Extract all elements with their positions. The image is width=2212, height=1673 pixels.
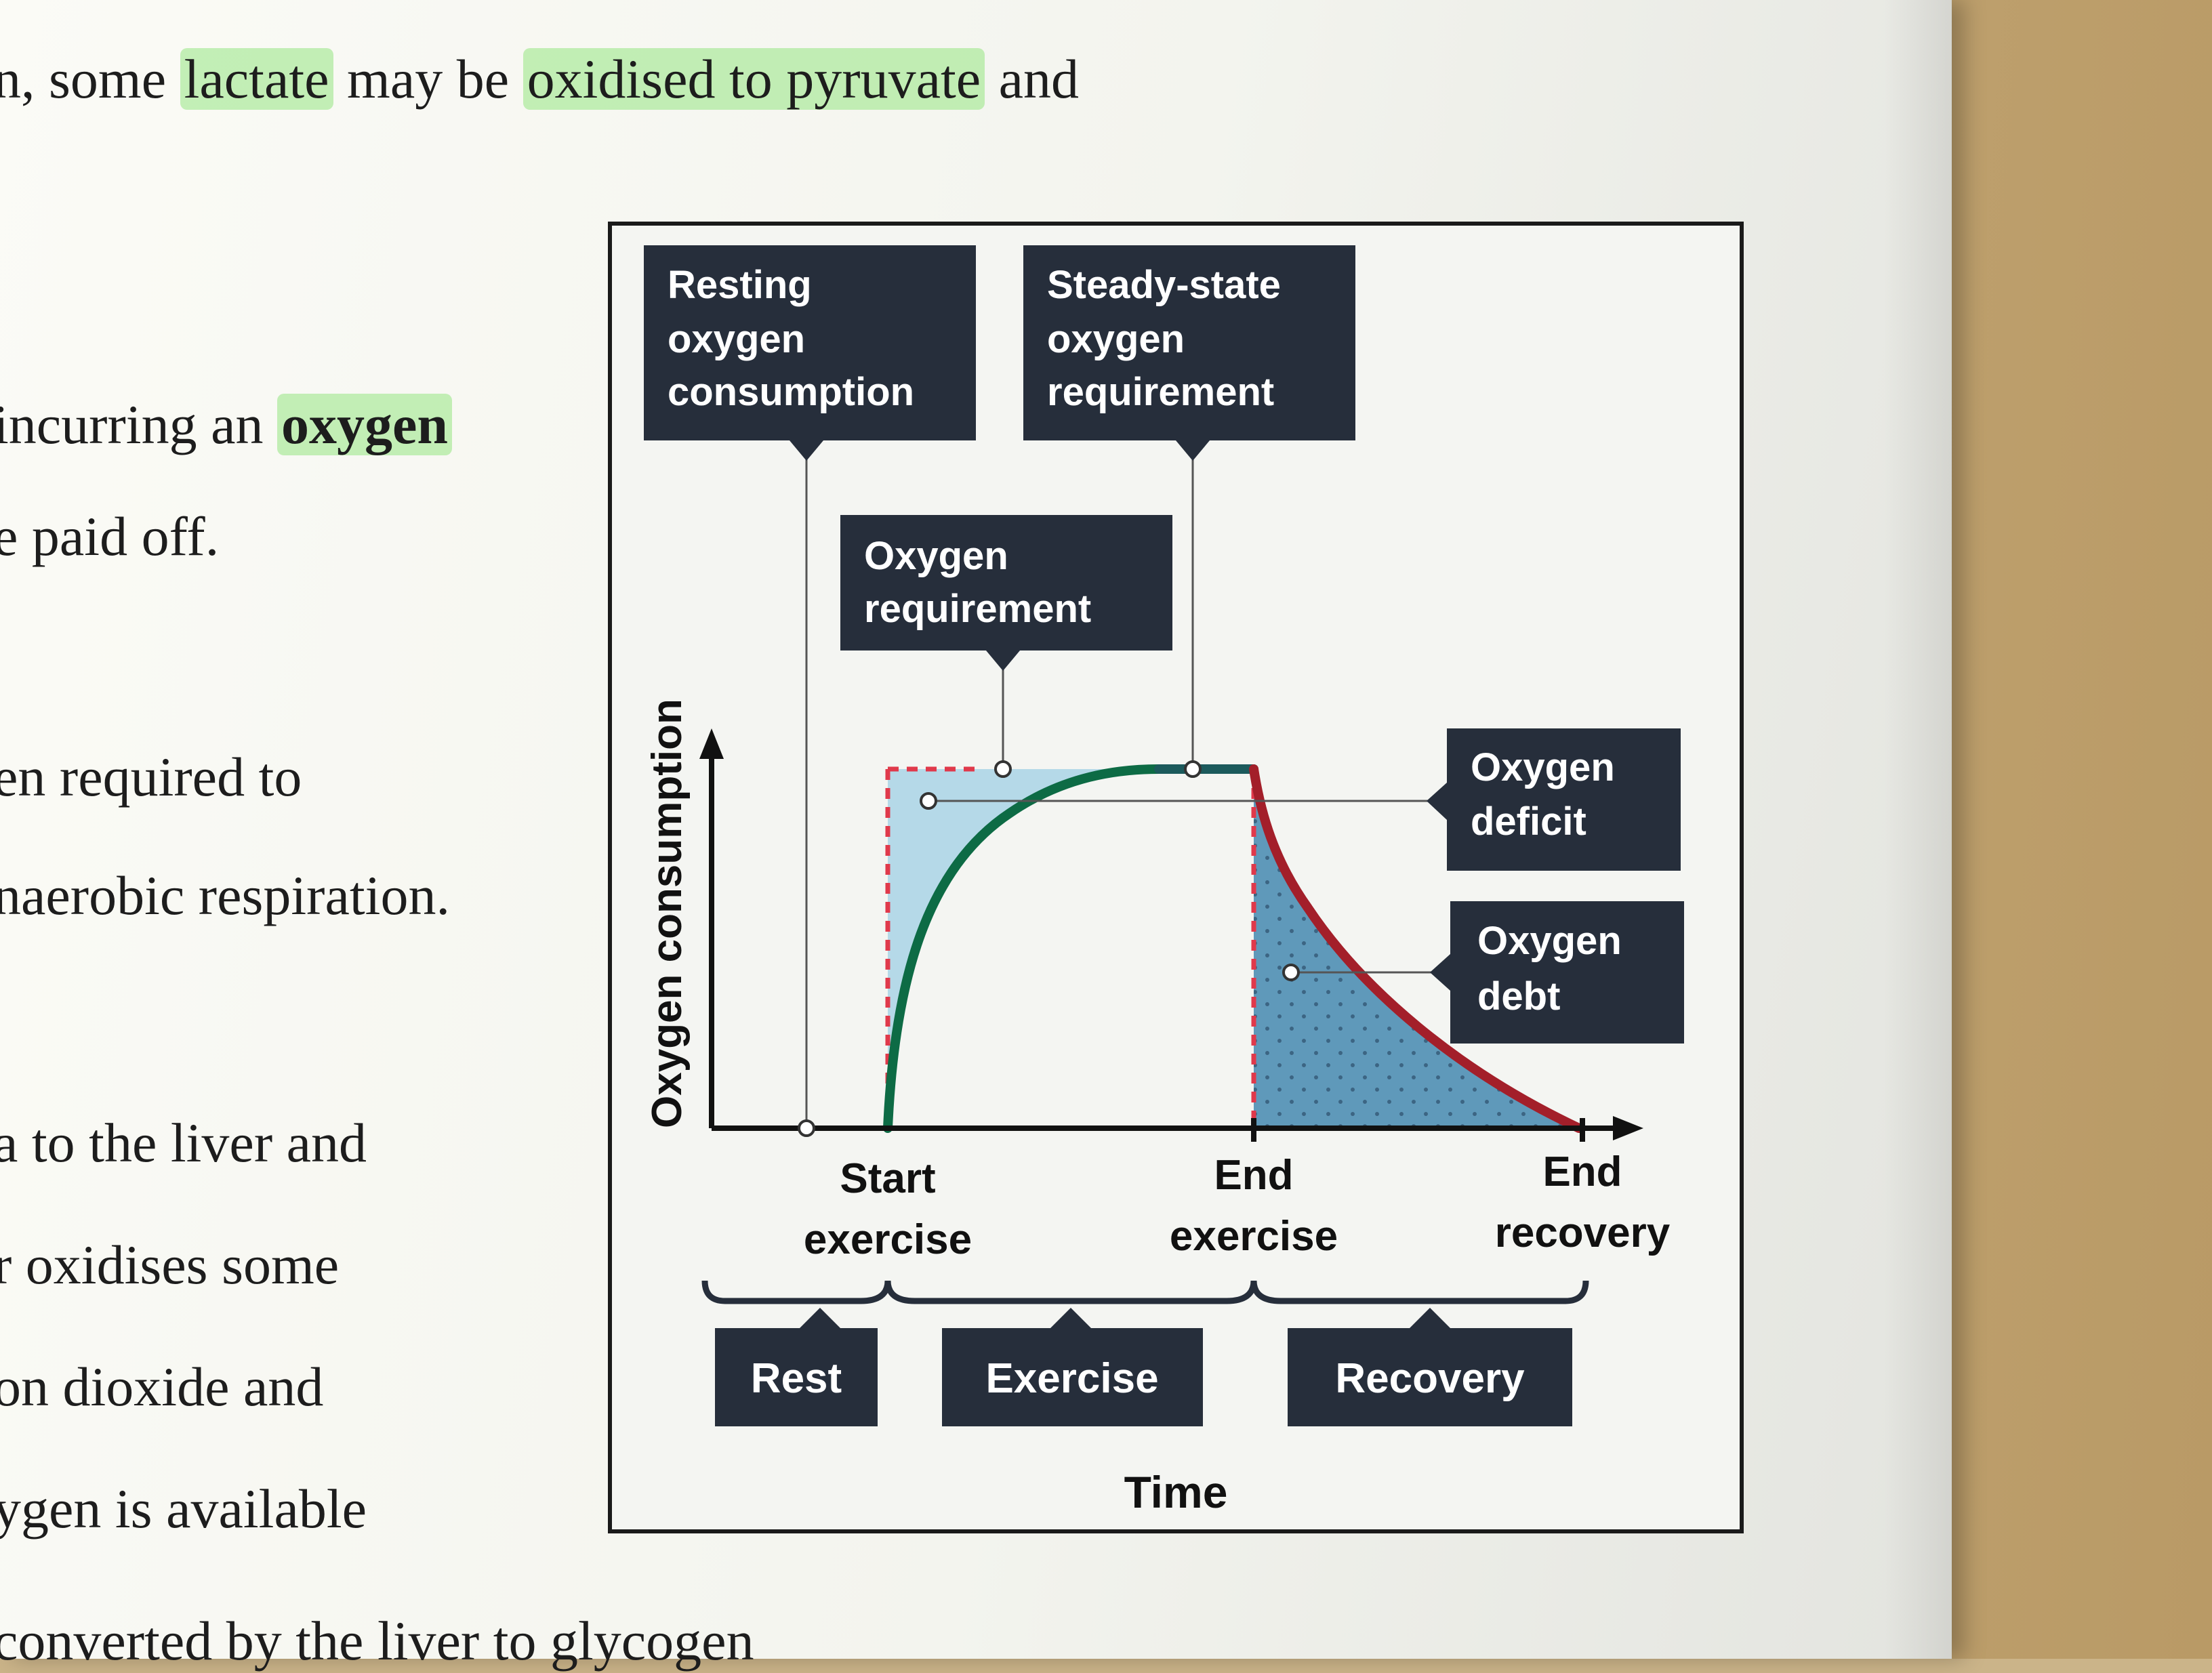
callout-requirement: Oxygen requirement	[840, 515, 1172, 671]
marker-recovery-line-1: End	[1542, 1149, 1622, 1195]
y-axis-arrow	[699, 728, 724, 759]
phase-brace	[701, 1280, 1589, 1304]
callout-steady-line-3: requirement	[1047, 370, 1274, 414]
text-line-1-c: may be	[333, 48, 523, 110]
marker-end-line-1: End	[1214, 1152, 1293, 1199]
phase-exercise-label: Exercise	[985, 1355, 1158, 1402]
text-line-4: en required to	[0, 746, 302, 808]
marker-deficit	[920, 792, 937, 810]
phase-rest-label: Rest	[751, 1355, 842, 1402]
text-line-2-a: incurring an	[0, 394, 277, 455]
marker-recovery-line-2: recovery	[1495, 1210, 1671, 1256]
phase-recovery: Recovery	[1288, 1308, 1572, 1426]
callout-deficit-line-1: Oxygen	[1471, 745, 1615, 789]
marker-resting	[798, 1119, 815, 1137]
callout-debt-line-2: debt	[1477, 974, 1560, 1018]
marker-start-line-2: exercise	[804, 1216, 972, 1263]
callout-resting-line-1: Resting	[668, 263, 812, 307]
highlight-oxidised: oxidised to pyruvate	[523, 48, 985, 110]
highlight-lactate: lactate	[180, 48, 333, 110]
oxygen-debt-dots	[1254, 769, 1579, 1128]
callout-steady-line-1: Steady-state	[1047, 263, 1281, 307]
marker-debt	[1282, 964, 1300, 981]
x-axis-label: Time	[1124, 1467, 1228, 1517]
text-line-6: a to the liver and	[0, 1112, 367, 1174]
page-edge-shadow	[1884, 0, 1952, 1659]
phase-recovery-label: Recovery	[1335, 1355, 1525, 1402]
marker-steady	[1184, 760, 1202, 778]
phase-exercise: Exercise	[942, 1308, 1203, 1426]
y-axis-label: Oxygen consumption	[644, 699, 691, 1128]
text-line-2: incurring an oxygen	[0, 393, 452, 457]
text-line-1-a: n, some	[0, 48, 180, 110]
callout-deficit-line-2: deficit	[1471, 800, 1586, 844]
phase-rest: Rest	[715, 1308, 878, 1426]
text-line-1-e: and	[985, 48, 1080, 110]
oxygen-debt-figure: Resting oxygen consumption Steady-state …	[603, 217, 1755, 1548]
callout-resting-line-2: oxygen	[668, 317, 805, 361]
callout-debt-line-1: Oxygen	[1477, 919, 1622, 963]
text-line-7: r oxidises some	[0, 1234, 340, 1296]
callout-requirement-line-2: requirement	[864, 587, 1091, 631]
callout-debt: Oxygen debt	[1430, 901, 1684, 1044]
text-line-10: converted by the liver to glycogen	[0, 1610, 754, 1672]
highlight-oxygen-bold: oxygen	[276, 394, 452, 455]
callout-deficit: Oxygen deficit	[1427, 728, 1681, 871]
text-line-5: naerobic respiration.	[0, 865, 450, 926]
text-line-9: ygen is available	[0, 1478, 367, 1540]
marker-requirement	[994, 760, 1012, 778]
text-line-8: on dioxide and	[0, 1356, 324, 1418]
callout-resting-line-3: consumption	[668, 370, 914, 414]
marker-end-line-2: exercise	[1170, 1213, 1338, 1260]
figure-svg: Resting oxygen consumption Steady-state …	[608, 222, 1744, 1533]
recovery-curve	[1249, 764, 1584, 1133]
callout-steady-state: Steady-state oxygen requirement	[1023, 245, 1355, 461]
text-line-3: e paid off.	[0, 505, 220, 567]
callout-requirement-line-1: Oxygen	[864, 534, 1008, 578]
oxygen-uptake-curve	[883, 764, 1164, 1133]
text-line-1: n, some lactate may be oxidised to pyruv…	[0, 47, 1079, 111]
callout-steady-line-2: oxygen	[1047, 317, 1185, 361]
callout-resting: Resting oxygen consumption	[644, 245, 976, 461]
x-axis-arrow	[1613, 1116, 1643, 1140]
marker-start-line-1: Start	[840, 1155, 935, 1202]
